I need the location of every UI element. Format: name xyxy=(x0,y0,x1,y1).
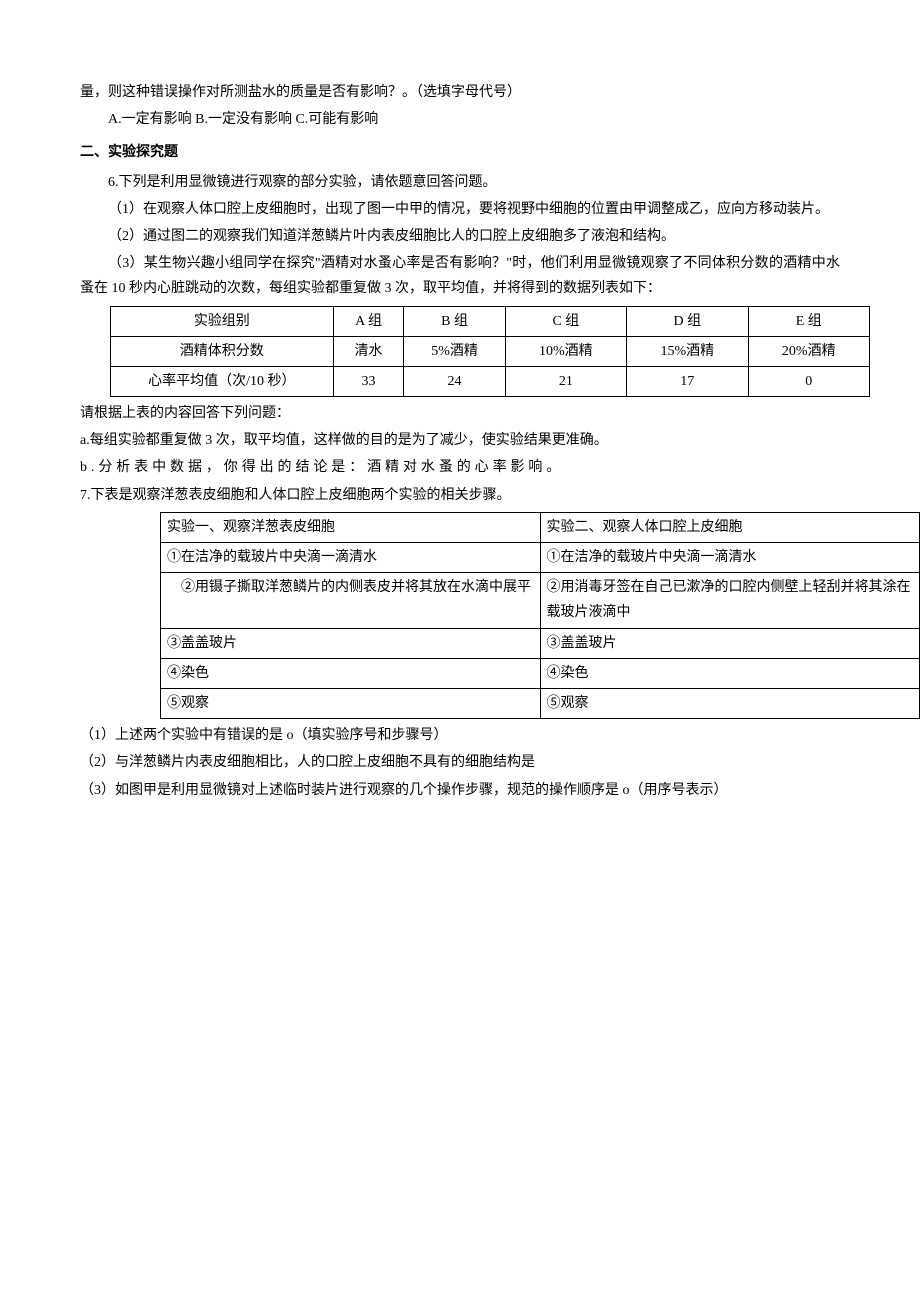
table-cell: 清水 xyxy=(333,336,404,366)
q7-p1: （1）上述两个实验中有错误的是 o（填实验序号和步骤号） xyxy=(80,723,840,748)
table-header-cell: D 组 xyxy=(627,306,748,336)
intro-line: 量，则这种错误操作对所测盐水的质量是否有影响？。（选填字母代号） xyxy=(80,80,840,105)
table-header-cell: E 组 xyxy=(748,306,869,336)
q6-p2: （2）通过图二的观察我们知道洋葱鳞片叶内表皮细胞比人的口腔上皮细胞多了液泡和结构… xyxy=(80,224,840,249)
table-row: 实验一、观察洋葱表皮细胞 实验二、观察人体口腔上皮细胞 xyxy=(161,512,920,542)
table-cell: 10%酒精 xyxy=(505,336,626,366)
table-cell: ④染色 xyxy=(540,658,920,688)
table-cell: 33 xyxy=(333,366,404,396)
table-cell: 实验一、观察洋葱表皮细胞 xyxy=(161,512,541,542)
table-cell: 实验二、观察人体口腔上皮细胞 xyxy=(540,512,920,542)
q6-prompt: 6.下列是利用显微镜进行观察的部分实验，请依题意回答问题。 xyxy=(80,170,840,195)
table-cell: 5%酒精 xyxy=(404,336,505,366)
table-cell: 酒精体积分数 xyxy=(111,336,334,366)
table-cell: 21 xyxy=(505,366,626,396)
q6-qb: b.分析表中数据，你得出的结论是：酒精对水蚤的心率影响。 xyxy=(80,455,840,480)
table-cell: ②用消毒牙签在自己已漱净的口腔内侧壁上轻刮并将其涂在载玻片液滴中 xyxy=(540,573,920,628)
table-cell: ⑤观察 xyxy=(161,688,541,718)
q7-prompt: 7.下表是观察洋葱表皮细胞和人体口腔上皮细胞两个实验的相关步骤。 xyxy=(80,483,840,508)
table-cell: 17 xyxy=(627,366,748,396)
table-row: ④染色 ④染色 xyxy=(161,658,920,688)
table-row: ⑤观察 ⑤观察 xyxy=(161,688,920,718)
table-header-cell: 实验组别 xyxy=(111,306,334,336)
table-row: ③盖盖玻片 ③盖盖玻片 xyxy=(161,628,920,658)
q6-p1: （1）在观察人体口腔上皮细胞时，出现了图一中甲的情况，要将视野中细胞的位置由甲调… xyxy=(80,197,840,222)
table-row: 心率平均值（次/10 秒） 33 24 21 17 0 xyxy=(111,366,870,396)
table-row: 实验组别 A 组 B 组 C 组 D 组 E 组 xyxy=(111,306,870,336)
table-cell: ①在洁净的载玻片中央滴一滴清水 xyxy=(540,543,920,573)
table-cell: 20%酒精 xyxy=(748,336,869,366)
table-row: ①在洁净的载玻片中央滴一滴清水 ①在洁净的载玻片中央滴一滴清水 xyxy=(161,543,920,573)
table-cell: 24 xyxy=(404,366,505,396)
table-header-cell: B 组 xyxy=(404,306,505,336)
table-cell: 15%酒精 xyxy=(627,336,748,366)
q6-after-table: 请根据上表的内容回答下列问题： xyxy=(80,401,840,426)
q7-p2: （2）与洋葱鳞片内表皮细胞相比，人的口腔上皮细胞不具有的细胞结构是 xyxy=(80,750,840,775)
table-row: ②用镊子撕取洋葱鳞片的内侧表皮并将其放在水滴中展平 ②用消毒牙签在自己已漱净的口… xyxy=(161,573,920,628)
table-cell: ④染色 xyxy=(161,658,541,688)
table-cell: 0 xyxy=(748,366,869,396)
section-2-header: 二、实验探究题 xyxy=(80,140,840,165)
q6-qa: a.每组实验都重复做 3 次，取平均值，这样做的目的是为了减少，使实验结果更准确… xyxy=(80,428,840,453)
q7-p3: （3）如图甲是利用显微镜对上述临时装片进行观察的几个操作步骤，规范的操作顺序是 … xyxy=(80,778,840,803)
table-cell: ②用镊子撕取洋葱鳞片的内侧表皮并将其放在水滴中展平 xyxy=(161,573,541,628)
table-header-cell: A 组 xyxy=(333,306,404,336)
q6-data-table: 实验组别 A 组 B 组 C 组 D 组 E 组 酒精体积分数 清水 5%酒精 … xyxy=(110,306,870,398)
q7-steps-table: 实验一、观察洋葱表皮细胞 实验二、观察人体口腔上皮细胞 ①在洁净的载玻片中央滴一… xyxy=(160,512,920,719)
table-cell: ③盖盖玻片 xyxy=(161,628,541,658)
q6-p3: （3）某生物兴趣小组同学在探究"酒精对水蚤心率是否有影响？"时，他们利用显微镜观… xyxy=(80,251,840,301)
table-cell: ③盖盖玻片 xyxy=(540,628,920,658)
table-header-cell: C 组 xyxy=(505,306,626,336)
table-cell: ①在洁净的载玻片中央滴一滴清水 xyxy=(161,543,541,573)
intro-options: A.一定有影响 B.一定没有影响 C.可能有影响 xyxy=(80,107,840,132)
table-cell: 心率平均值（次/10 秒） xyxy=(111,366,334,396)
table-cell: ⑤观察 xyxy=(540,688,920,718)
table-row: 酒精体积分数 清水 5%酒精 10%酒精 15%酒精 20%酒精 xyxy=(111,336,870,366)
